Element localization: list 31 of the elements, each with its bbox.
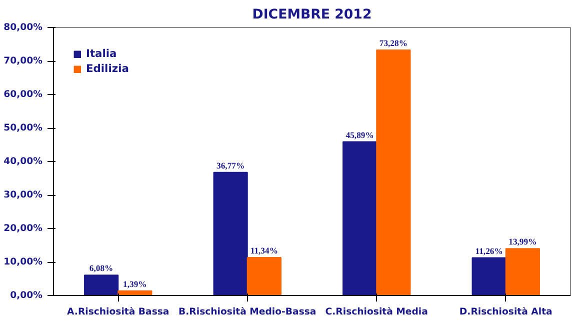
x-tick-label: C.Rischiosità Media	[325, 306, 428, 318]
chart-title: DICEMBRE 2012	[252, 8, 372, 22]
bar	[376, 50, 411, 296]
y-tick-label: 30,00%	[4, 190, 44, 200]
y-tick-label: 10,00%	[4, 256, 44, 268]
bar	[342, 141, 378, 296]
bar	[213, 172, 248, 296]
y-tick-label: 40,00%	[4, 156, 44, 167]
data-label: 36,77%	[216, 160, 245, 170]
bar	[246, 257, 282, 296]
y-tick-label: 20,00%	[4, 223, 44, 234]
data-label: 1,39%	[123, 278, 147, 289]
bar	[84, 274, 119, 296]
legend-label: Italia	[86, 47, 117, 60]
data-label: 73,28%	[379, 38, 408, 48]
legend-label: Edilizia	[86, 62, 129, 75]
data-label: 6,08%	[89, 263, 114, 274]
data-label: 11,26%	[475, 246, 503, 256]
bar	[505, 248, 540, 296]
bar	[472, 257, 506, 296]
y-tick-label: 0,00%	[10, 290, 44, 301]
y-tick-label: 60,00%	[4, 89, 44, 100]
y-tick-label: 70,00%	[4, 56, 44, 66]
x-tick-label: D.Rischiosità Alta	[459, 306, 552, 318]
y-tick-label: 80,00%	[4, 22, 44, 33]
data-label: 13,99%	[508, 236, 537, 247]
data-label: 45,89%	[346, 130, 374, 140]
data-label: 11,34%	[250, 246, 278, 256]
x-tick-label: B.Rischiosità Medio-Bassa	[178, 306, 316, 318]
y-tick-label: 50,00%	[4, 122, 44, 134]
x-tick-label: A.Rischiosità Bassa	[67, 306, 170, 318]
